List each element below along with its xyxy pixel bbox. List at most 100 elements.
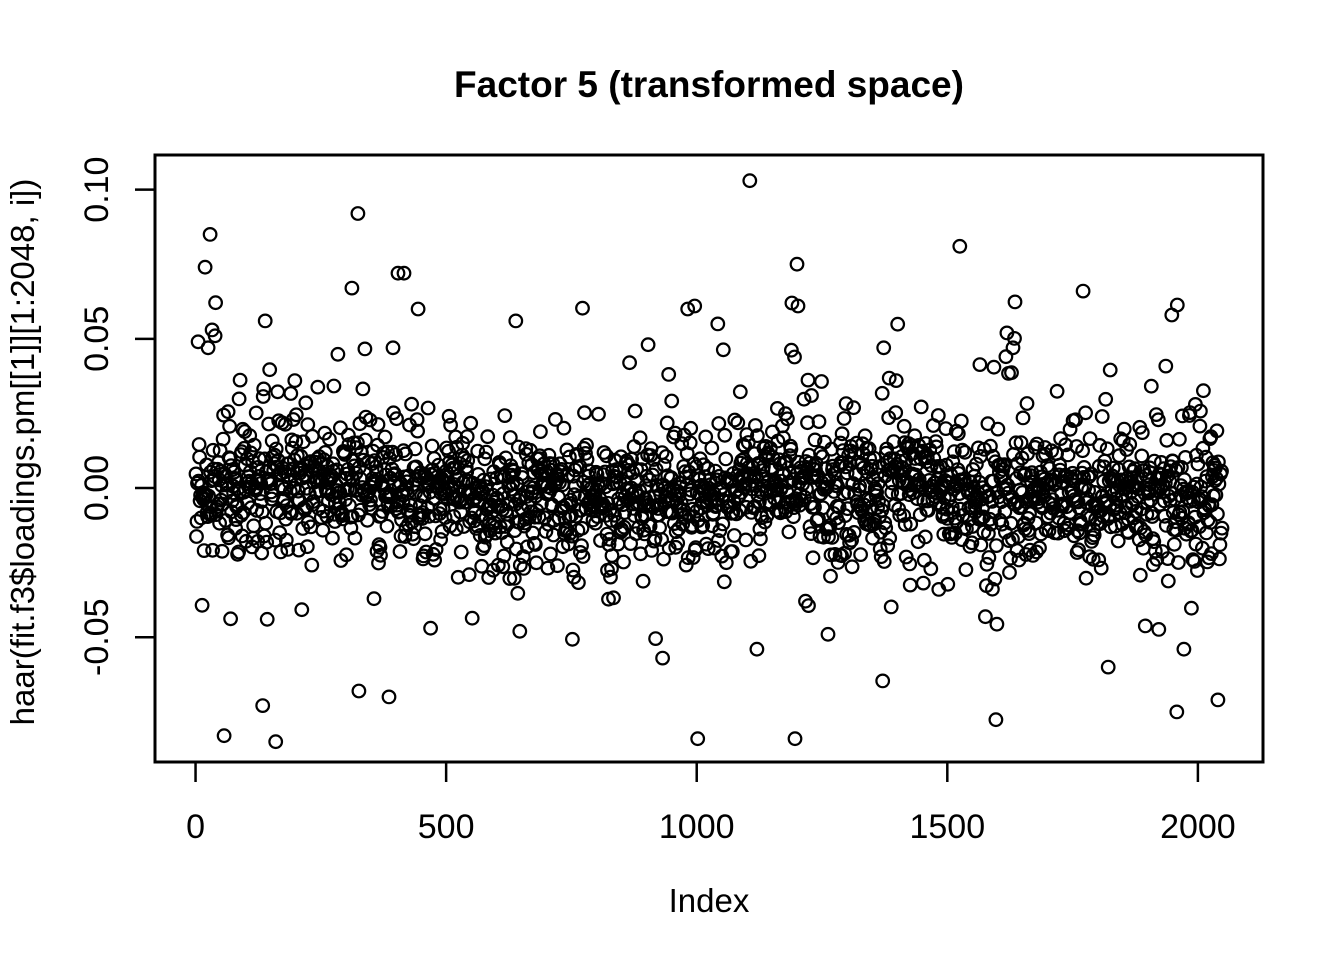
data-point: [463, 415, 479, 431]
data-point: [533, 424, 548, 440]
data-point: [732, 384, 748, 400]
data-point: [1134, 425, 1150, 441]
data-point: [575, 300, 590, 316]
data-point: [728, 506, 744, 522]
data-point: [712, 523, 728, 539]
data-point: [1116, 421, 1132, 437]
data-point: [381, 689, 397, 705]
data-point: [1195, 440, 1211, 456]
data-point: [846, 525, 862, 540]
data-point: [932, 458, 948, 474]
data-point: [380, 444, 395, 460]
data-point: [565, 562, 581, 578]
data-point: [1008, 435, 1024, 451]
data-point: [695, 518, 711, 533]
data-point: [897, 517, 913, 532]
data-point: [838, 396, 854, 412]
data-point: [882, 530, 898, 546]
data-point: [710, 533, 726, 548]
data-point: [981, 526, 996, 541]
data-point: [915, 575, 931, 591]
data-point: [706, 540, 722, 556]
data-point: [876, 340, 892, 356]
data-point: [989, 538, 1004, 553]
data-point: [288, 407, 304, 423]
data-point: [322, 431, 337, 447]
data-point: [978, 609, 993, 625]
data-point: [220, 404, 236, 420]
data-point: [953, 413, 969, 429]
data-point: [233, 507, 249, 523]
data-point: [616, 519, 632, 535]
data-point: [781, 524, 797, 540]
data-point: [876, 554, 892, 569]
data-point: [255, 389, 271, 404]
data-point: [476, 538, 492, 553]
data-point: [556, 420, 572, 436]
data-points-layer: [188, 173, 1230, 750]
data-point: [325, 530, 340, 546]
data-point: [380, 496, 396, 512]
data-point: [370, 417, 386, 432]
data-point: [499, 506, 515, 522]
data-point: [640, 337, 656, 353]
data-point: [958, 562, 974, 578]
data-point: [753, 531, 768, 547]
data-point: [1192, 403, 1208, 419]
data-point: [532, 448, 548, 464]
data-point: [635, 573, 651, 589]
data-point: [441, 443, 457, 459]
data-point: [700, 541, 716, 556]
data-point: [1209, 506, 1225, 522]
data-point: [981, 550, 997, 565]
data-point: [497, 408, 513, 424]
data-point: [189, 529, 204, 544]
data-point: [528, 555, 544, 571]
data-point: [1122, 437, 1138, 452]
data-point: [1078, 405, 1093, 421]
data-point: [326, 378, 342, 394]
data-point: [917, 529, 933, 545]
data-point: [820, 626, 836, 642]
data-point: [223, 611, 239, 627]
data-point: [750, 428, 765, 444]
data-point: [654, 532, 669, 547]
data-point: [749, 641, 765, 657]
data-point: [807, 432, 823, 448]
data-point: [203, 464, 219, 480]
data-point: [388, 447, 403, 463]
data-point: [1078, 570, 1094, 586]
data-point: [420, 400, 436, 416]
data-point: [460, 453, 476, 468]
data-point: [786, 509, 801, 525]
data-point: [804, 388, 819, 403]
data-point: [197, 259, 213, 275]
data-point: [527, 537, 543, 552]
data-point: [1174, 408, 1190, 424]
data-point: [459, 429, 475, 445]
data-point: [458, 459, 474, 475]
data-point: [606, 590, 621, 606]
data-point: [304, 557, 320, 573]
data-point: [911, 472, 927, 487]
data-point: [226, 464, 242, 480]
data-point: [278, 532, 294, 548]
data-point: [351, 683, 367, 699]
data-point: [222, 418, 238, 434]
data-point: [751, 548, 767, 564]
data-point: [579, 437, 594, 453]
data-point: [1019, 396, 1035, 411]
data-point: [396, 265, 412, 281]
data-point: [205, 542, 221, 558]
data-point: [310, 379, 326, 395]
data-point: [499, 534, 515, 550]
data-point: [1093, 560, 1109, 576]
data-point: [350, 206, 366, 221]
data-point: [377, 429, 393, 445]
data-point: [418, 544, 434, 560]
data-point: [888, 405, 904, 421]
data-point: [588, 515, 603, 531]
data-point: [259, 611, 275, 627]
data-point: [574, 520, 590, 536]
